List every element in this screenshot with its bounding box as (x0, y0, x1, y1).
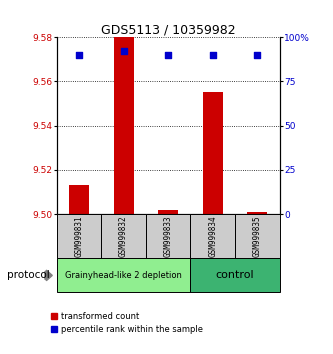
Bar (158, 210, 178, 214)
Text: GSM999834: GSM999834 (208, 216, 217, 257)
Text: GSM999835: GSM999835 (253, 216, 262, 257)
Text: GSM999831: GSM999831 (74, 216, 84, 257)
Text: control: control (216, 270, 254, 280)
Legend: transformed count, percentile rank within the sample: transformed count, percentile rank withi… (51, 312, 203, 334)
Point (210, 52, 215, 58)
Text: GSM999832: GSM999832 (119, 216, 128, 257)
Bar (101, 214, 146, 258)
Bar (69, 185, 89, 214)
Title: GDS5113 / 10359982: GDS5113 / 10359982 (101, 23, 235, 36)
FancyArrow shape (45, 270, 52, 281)
Bar (57, 258, 190, 292)
Point (121, 48, 126, 54)
Text: protocol: protocol (7, 270, 49, 280)
Bar (235, 214, 280, 258)
Bar (247, 212, 267, 214)
Text: GSM999833: GSM999833 (164, 216, 173, 257)
Bar (114, 37, 134, 214)
Point (166, 52, 171, 58)
Bar (57, 214, 101, 258)
Point (76, 52, 82, 58)
Bar (190, 214, 235, 258)
Point (255, 52, 260, 58)
Bar (203, 92, 223, 214)
Bar (146, 214, 190, 258)
Text: Grainyhead-like 2 depletion: Grainyhead-like 2 depletion (65, 271, 182, 280)
Bar (190, 258, 280, 292)
